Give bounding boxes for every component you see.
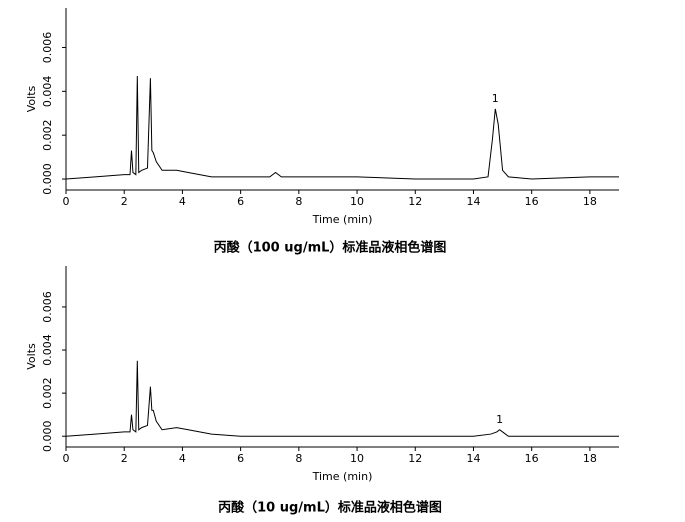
- peak-label: 1: [492, 92, 499, 105]
- peak-label: 1: [496, 413, 503, 426]
- x-tick-label: 18: [583, 195, 597, 208]
- y-tick-label: 0.002: [41, 119, 54, 151]
- x-tick-label: 8: [295, 452, 302, 465]
- y-axis-label: Volts: [25, 343, 38, 370]
- x-axis-label: Time (min): [312, 213, 373, 226]
- y-tick-label: 0.004: [41, 76, 54, 108]
- x-tick-label: 18: [583, 452, 597, 465]
- x-tick-label: 4: [179, 195, 186, 208]
- x-tick-label: 8: [295, 195, 302, 208]
- x-tick-label: 16: [525, 195, 539, 208]
- x-tick-label: 12: [408, 452, 422, 465]
- x-tick-label: 10: [350, 452, 364, 465]
- trace: [65, 360, 619, 437]
- y-tick-label: 0.004: [41, 334, 54, 366]
- y-axis-label: Volts: [25, 85, 38, 112]
- y-tick-label: 0.000: [41, 163, 54, 195]
- x-tick-label: 10: [350, 195, 364, 208]
- y-tick-label: 0.000: [41, 420, 54, 452]
- x-tick-label: 6: [237, 452, 244, 465]
- chart-title: 丙酸（100 ug/mL）标准品液相色谱图: [214, 240, 447, 256]
- x-tick-label: 12: [408, 195, 422, 208]
- x-tick-label: 4: [179, 452, 186, 465]
- chart-title: 丙酸（10 ug/mL）标准品液相色谱图: [218, 500, 442, 516]
- trace: [65, 75, 619, 180]
- y-tick-label: 0.006: [41, 291, 54, 323]
- x-tick-label: 14: [466, 452, 480, 465]
- x-tick-label: 0: [63, 195, 70, 208]
- x-tick-label: 2: [121, 452, 128, 465]
- x-tick-label: 0: [63, 452, 70, 465]
- y-tick-label: 0.006: [41, 32, 54, 64]
- x-tick-label: 14: [466, 195, 480, 208]
- x-tick-label: 2: [121, 195, 128, 208]
- x-tick-label: 16: [525, 452, 539, 465]
- x-axis-label: Time (min): [312, 470, 373, 483]
- y-tick-label: 0.002: [41, 377, 54, 409]
- x-tick-label: 6: [237, 195, 244, 208]
